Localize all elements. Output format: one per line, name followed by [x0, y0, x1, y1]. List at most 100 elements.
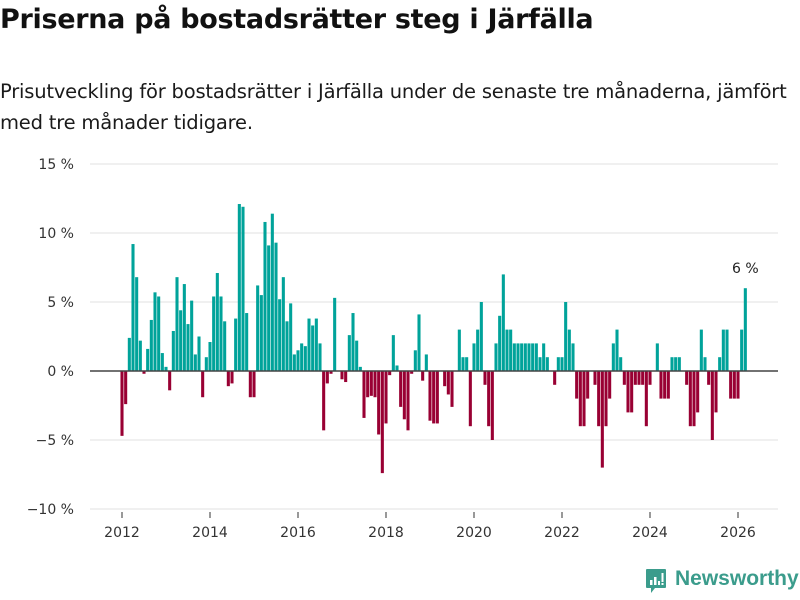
bar: [402, 371, 406, 420]
bar: [641, 371, 645, 385]
newsworthy-bar-chart-icon: [645, 568, 667, 593]
x-tick-label: 2016: [280, 525, 316, 541]
bar: [542, 343, 546, 371]
bar: [703, 357, 707, 371]
bar: [318, 343, 322, 371]
bar: [289, 303, 293, 371]
bar: [160, 353, 164, 371]
bar: [494, 343, 498, 371]
bar: [677, 357, 681, 371]
bar: [406, 371, 410, 431]
bar: [292, 354, 296, 371]
bar: [267, 245, 271, 371]
bar: [377, 371, 381, 435]
bar: [193, 354, 197, 371]
bar: [153, 292, 157, 371]
bar: [270, 213, 274, 371]
bar: [149, 319, 153, 371]
brand-name: Newsworthy: [675, 567, 799, 590]
bar: [472, 343, 476, 371]
bar: [314, 318, 318, 371]
bar: [410, 371, 414, 374]
bar: [138, 340, 142, 371]
bar: [241, 206, 245, 371]
bar: [468, 371, 472, 427]
bar: [531, 343, 535, 371]
bars: [120, 204, 747, 474]
bar: [369, 371, 373, 396]
bar: [586, 371, 590, 399]
y-tick-label: 5 %: [47, 295, 74, 311]
bar: [362, 371, 366, 418]
bar: [479, 302, 483, 371]
bar: [710, 371, 714, 440]
bar: [523, 343, 527, 371]
x-tick-label: 2018: [368, 525, 404, 541]
last-value-label: 6 %: [732, 261, 759, 277]
bar: [571, 343, 575, 371]
bar: [655, 343, 659, 371]
bar: [721, 329, 725, 371]
bar: [384, 371, 388, 424]
bar: [582, 371, 586, 427]
bar: [619, 357, 623, 371]
bar: [219, 296, 223, 371]
bar: [622, 371, 626, 385]
x-tick-label: 2012: [104, 525, 140, 541]
bar: [644, 371, 648, 427]
bar: [340, 371, 344, 380]
bar: [421, 371, 425, 381]
bar: [457, 329, 461, 371]
bar: [520, 343, 524, 371]
bar: [281, 277, 285, 371]
bar: [615, 329, 619, 371]
x-tick-label: 2020: [456, 525, 492, 541]
bar: [538, 357, 542, 371]
bar: [344, 371, 348, 383]
bar: [322, 371, 326, 431]
bar: [373, 371, 377, 398]
x-tick-label: 2024: [632, 525, 668, 541]
bar: [670, 357, 674, 371]
y-tick-label: −10 %: [27, 502, 74, 518]
chart-title: Priserna på bostadsrätter steg i Järfäll…: [0, 4, 594, 35]
bar: [274, 242, 278, 371]
bar: [597, 371, 601, 427]
bar: [498, 315, 502, 371]
bar: [380, 371, 384, 474]
bar: [391, 335, 395, 371]
bar: [556, 357, 560, 371]
bar: [248, 371, 252, 398]
bar: [736, 371, 740, 399]
bar: [208, 342, 212, 371]
bar: [663, 371, 667, 399]
bar: [351, 313, 355, 371]
bar: [245, 313, 249, 371]
bar: [157, 296, 161, 371]
bar: [740, 329, 744, 371]
bar: [505, 329, 509, 371]
bar: [175, 277, 179, 371]
bar: [432, 371, 436, 424]
bar: [637, 371, 641, 385]
bar: [648, 371, 652, 385]
bar: [223, 321, 227, 371]
bar: [300, 343, 304, 371]
bar: [127, 337, 131, 371]
bar: [182, 284, 186, 371]
bar: [600, 371, 604, 468]
bar: [633, 371, 637, 385]
bar: [186, 324, 190, 371]
bar: [146, 348, 150, 371]
bar: [666, 371, 670, 399]
bar: [307, 318, 311, 371]
bar: [234, 318, 238, 371]
bar: [688, 371, 692, 427]
bar: [355, 340, 359, 371]
bar: [204, 357, 208, 371]
bar: [171, 330, 175, 371]
bar: [527, 343, 531, 371]
bar: [399, 371, 403, 407]
x-tick-label: 2014: [192, 525, 228, 541]
bar: [450, 371, 454, 407]
